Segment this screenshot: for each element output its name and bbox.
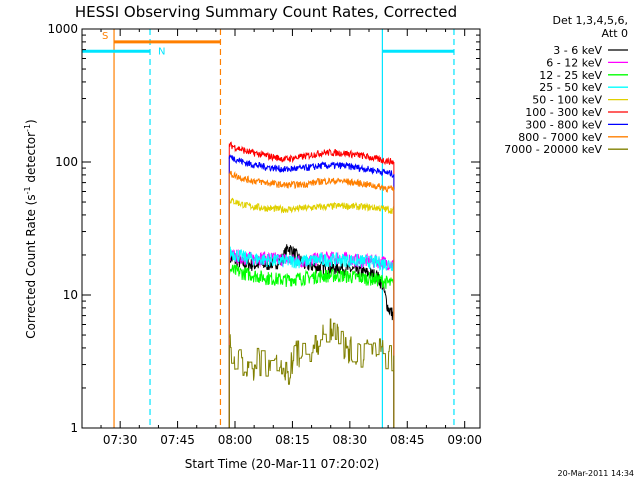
x-axis-label: Start Time (20-Mar-11 07:20:02) — [185, 457, 379, 471]
night-label: N — [158, 46, 165, 57]
legend-label: 100 - 300 keV — [525, 106, 602, 119]
axes: 07:30 07:45 08:00 08:15 08:30 08:45 09:00 1 10 10… — [47, 22, 482, 447]
saa-label: S — [102, 31, 108, 42]
x-tick-label: 08:00 — [218, 433, 253, 447]
y-tick-label: 100 — [55, 155, 78, 169]
series-line — [228, 263, 395, 291]
legend-label: 800 - 7000 keV — [518, 131, 602, 144]
y-axis-label: Corrected Count Rate (s-1 detector-1) — [23, 119, 38, 338]
legend-label: 6 - 12 keV — [546, 56, 602, 69]
x-tick-label: 08:15 — [275, 433, 310, 447]
series-line — [228, 141, 394, 166]
chart-title: HESSI Observing Summary Count Rates, Cor… — [75, 3, 457, 21]
x-tick-label: 07:45 — [160, 433, 195, 447]
legend-label: 3 - 6 keV — [553, 44, 602, 57]
plot-frame — [81, 28, 481, 429]
y-tick-label: 1 — [70, 421, 78, 435]
legend-label: 50 - 100 keV — [532, 94, 602, 107]
legend-label: 25 - 50 keV — [539, 81, 602, 94]
saa-night-annotations: SN — [82, 29, 455, 428]
timestamp: 20-Mar-2011 14:34 — [558, 469, 635, 478]
series-line — [228, 197, 395, 215]
series-layer — [228, 141, 395, 428]
x-tick-label: 08:45 — [390, 433, 425, 447]
x-tick-label: 08:30 — [333, 433, 368, 447]
legend-label: 7000 - 20000 keV — [504, 143, 602, 156]
y-tick-label: 1000 — [47, 22, 78, 36]
legend-header-line-2: Att 0 — [602, 27, 628, 40]
x-tick-label: 07:30 — [103, 433, 138, 447]
y-tick-label: 10 — [63, 288, 78, 302]
series-line — [228, 244, 395, 321]
x-tick-label: 09:00 — [447, 433, 482, 447]
legend-header-line-1: Det 1,3,4,5,6, — [552, 14, 628, 27]
series-line — [229, 318, 394, 385]
legend-label: 300 - 800 keV — [525, 118, 602, 131]
series-line — [228, 246, 395, 272]
series-line — [228, 170, 395, 193]
series-line — [228, 154, 395, 178]
legend-label: 12 - 25 keV — [539, 69, 602, 82]
